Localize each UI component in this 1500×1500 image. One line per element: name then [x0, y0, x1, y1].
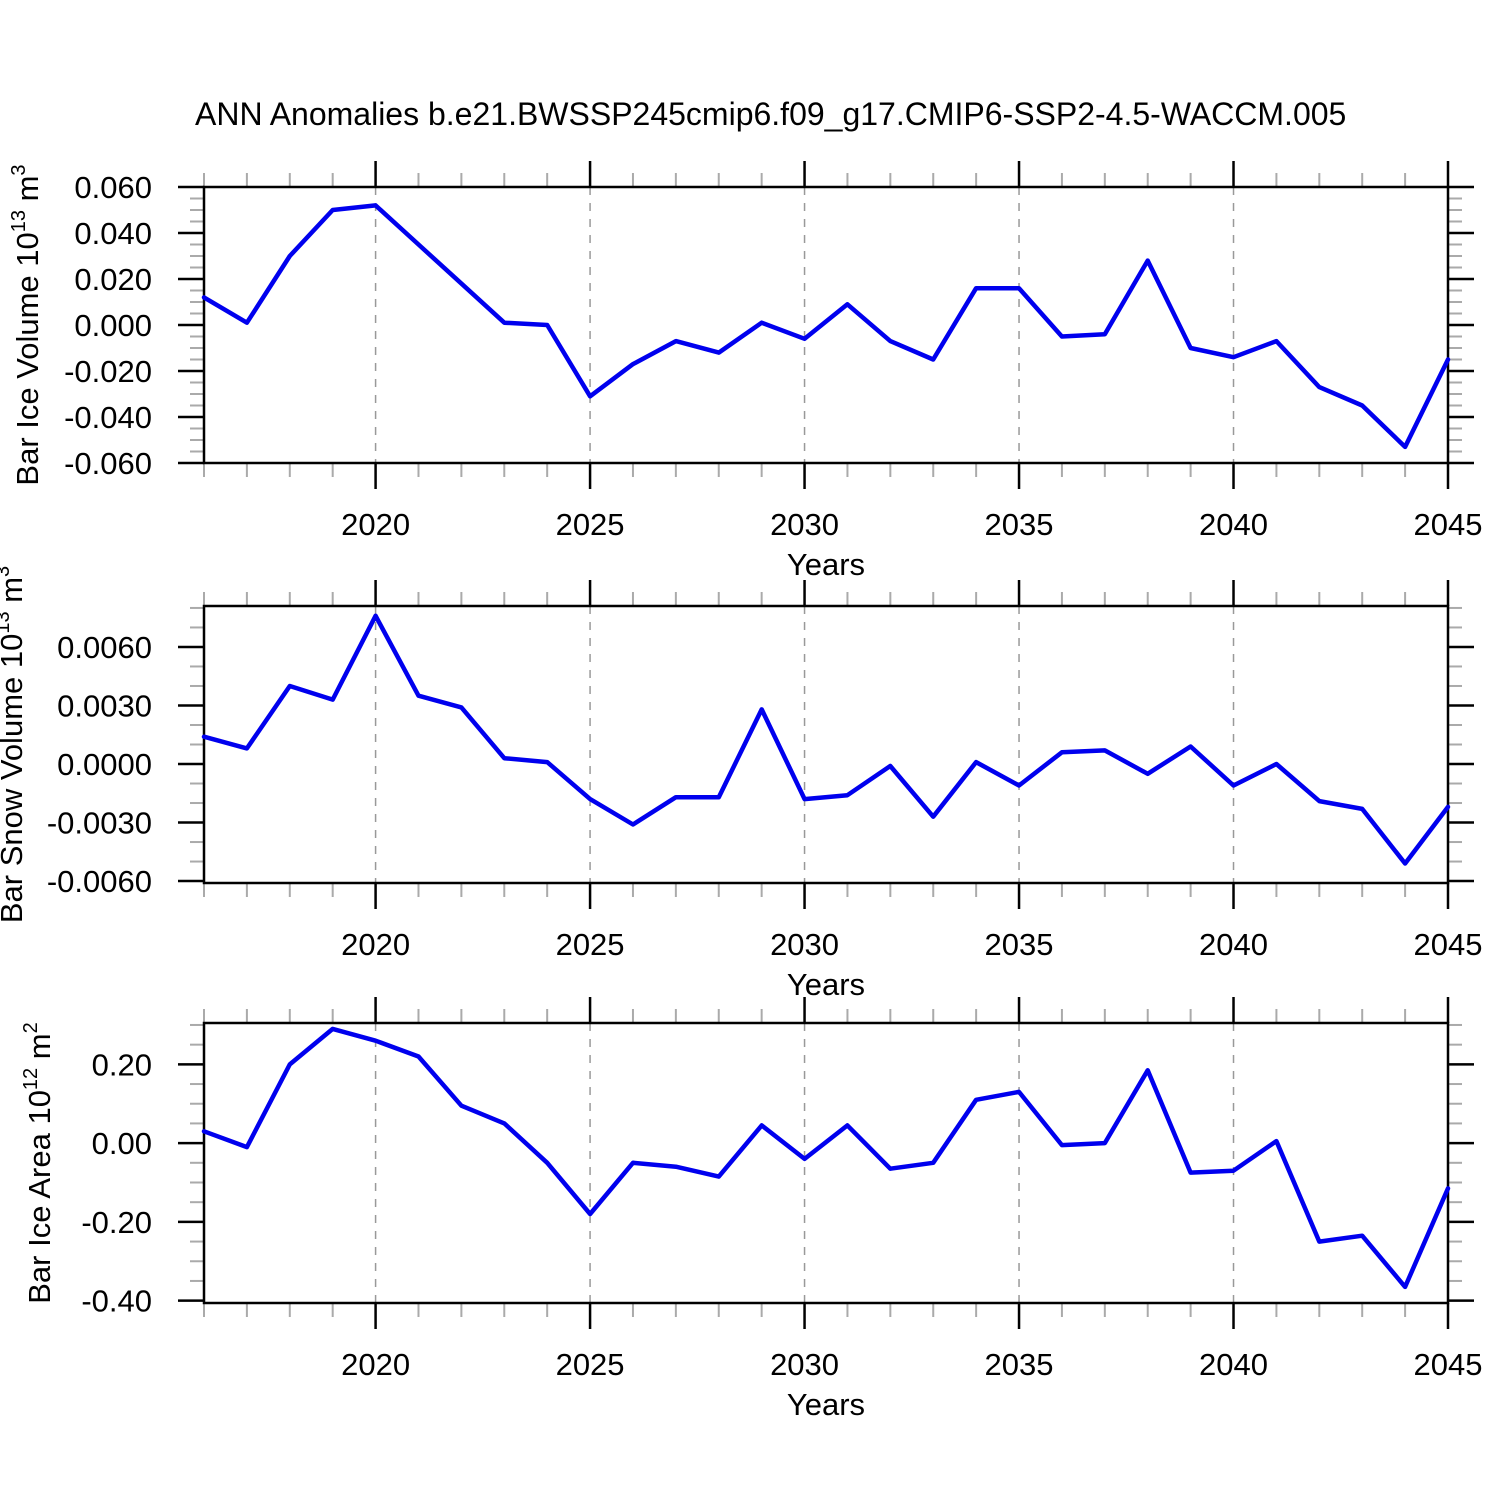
y-tick-label: 0.0060 [57, 630, 152, 665]
x-tick-label: 2035 [985, 927, 1054, 962]
x-tick-label: 2020 [341, 927, 410, 962]
plot-frame [202, 1021, 1450, 1305]
x-tick-label: 2040 [1199, 507, 1268, 542]
plot-frame [202, 185, 1450, 465]
y-tick-label: -0.40 [81, 1284, 152, 1319]
y-tick-label: -0.0060 [47, 864, 152, 899]
axis-title-y: Bar Ice Volume 1013 m3 [8, 164, 45, 485]
chart-bar-ice-area: 0.20 0.00 -0.20 -0.40 2020 2025 2030 2035 2040 20… [20, 997, 1482, 1422]
chart-bar-snow-volume: 0.0060 0.0030 0.0000 -0.0030 -0.0060 2020 2025… [0, 566, 1482, 1002]
x-tick-label: 2020 [341, 507, 410, 542]
x-tick-label: 2040 [1199, 927, 1268, 962]
plot-frame [202, 604, 1450, 885]
y-tick-label: 0.060 [74, 170, 152, 205]
x-tick-label: 2035 [985, 1347, 1054, 1382]
series-line [201, 1026, 1451, 1290]
y-tick-label: 0.000 [74, 308, 152, 343]
y-tick-label: -0.040 [64, 400, 152, 435]
axis-title-y: Bar Ice Area 1012 m2 [20, 1022, 57, 1304]
y-tick-label: 0.0030 [57, 688, 152, 723]
y-tick-label: 0.0000 [57, 747, 152, 782]
x-tick-label: 2045 [1414, 927, 1483, 962]
x-tick-label: 2025 [556, 1347, 625, 1382]
y-tick-label: 0.00 [92, 1126, 152, 1161]
y-tick-label: -0.20 [81, 1205, 152, 1240]
axis-title-x: Years [787, 967, 865, 1002]
y-tick-label: -0.020 [64, 354, 152, 389]
x-tick-label: 2020 [341, 1347, 410, 1382]
x-tick-label: 2030 [770, 507, 839, 542]
x-tick-label: 2040 [1199, 1347, 1268, 1382]
y-tick-label: -0.0030 [47, 806, 152, 841]
y-tick-label: -0.060 [64, 446, 152, 481]
figure-title: ANN Anomalies b.e21.BWSSP245cmip6.f09_g1… [195, 96, 1347, 132]
x-tick-label: 2045 [1414, 1347, 1483, 1382]
series-line [201, 613, 1451, 866]
axis-title-x: Years [787, 547, 865, 582]
y-tick-label: 0.20 [92, 1047, 152, 1082]
x-tick-label: 2035 [985, 507, 1054, 542]
x-tick-label: 2045 [1414, 507, 1483, 542]
axis-title-y: Bar Snow Volume 1013 m3 [0, 566, 29, 923]
chart-bar-ice-volume: 0.060 0.040 0.020 0.000 -0.020 -0.040 -0.060 20… [8, 161, 1482, 582]
y-tick-label: 0.040 [74, 216, 152, 251]
x-tick-label: 2030 [770, 1347, 839, 1382]
x-tick-label: 2025 [556, 507, 625, 542]
series-line [201, 203, 1451, 450]
y-tick-label: 0.020 [74, 262, 152, 297]
x-tick-label: 2030 [770, 927, 839, 962]
x-tick-label: 2025 [556, 927, 625, 962]
axis-title-x: Years [787, 1387, 865, 1422]
